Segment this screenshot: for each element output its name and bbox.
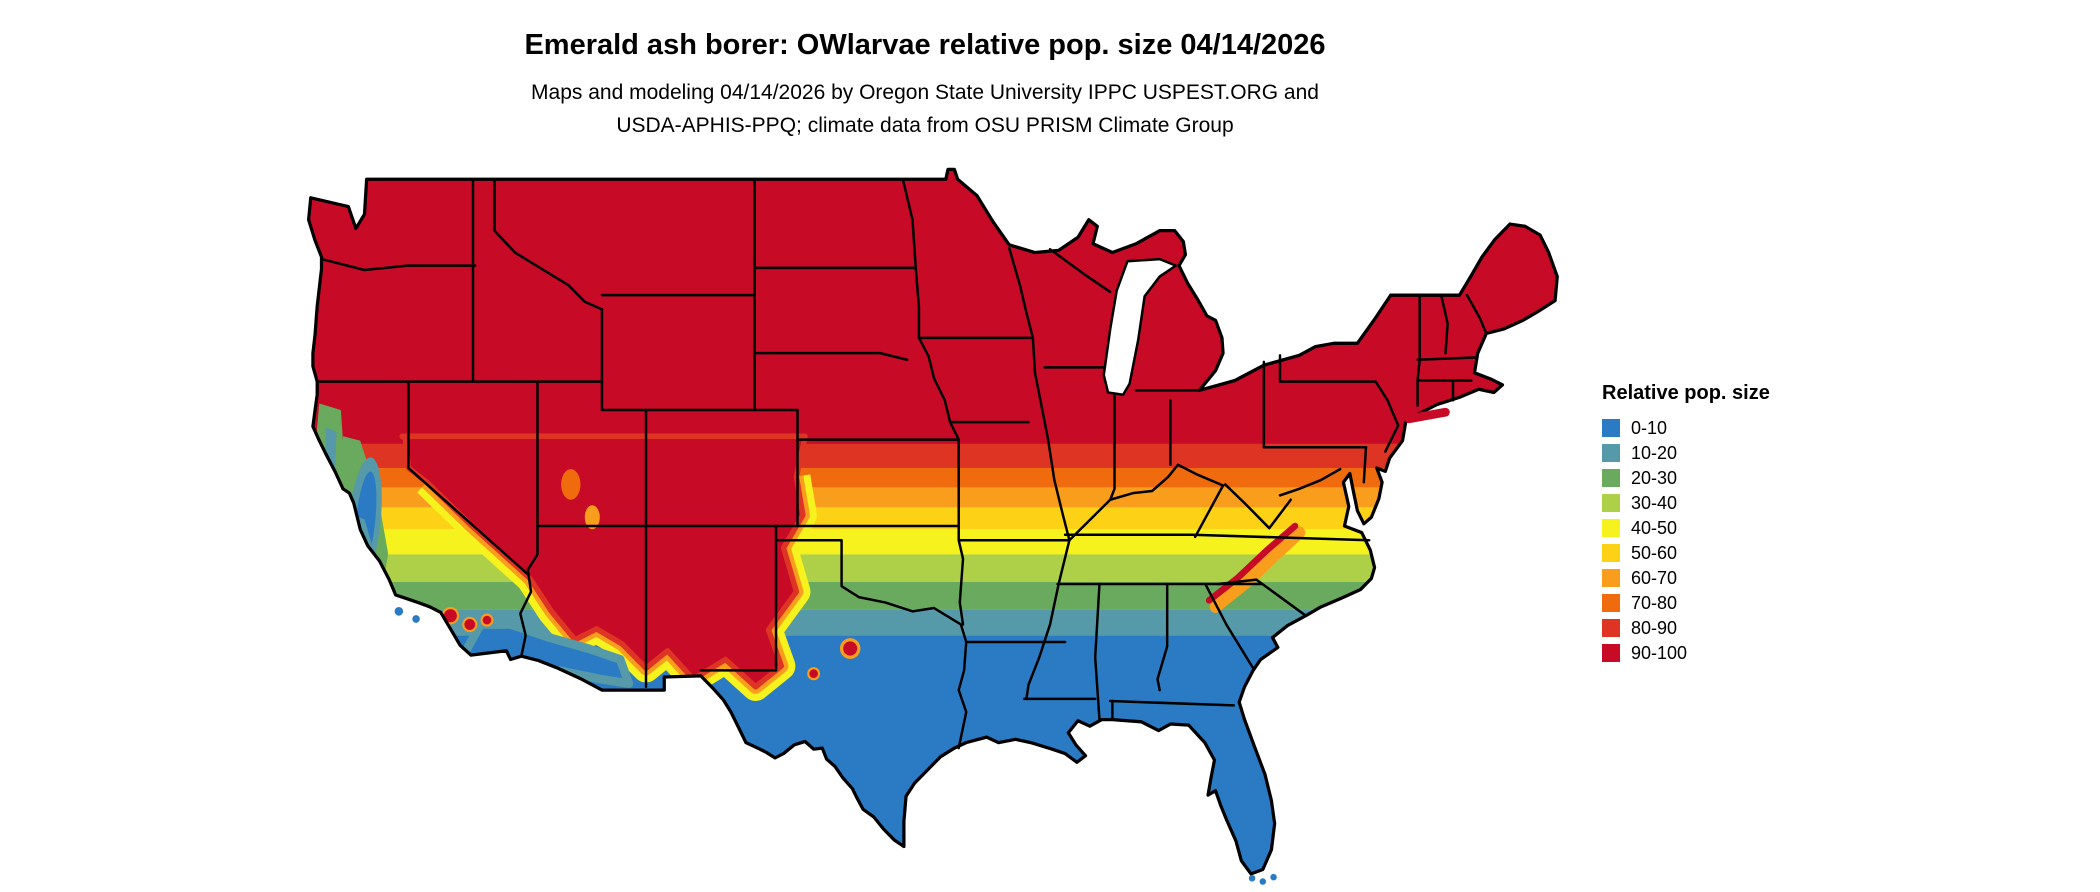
lake-michigan <box>1102 257 1178 396</box>
legend-item: 20-30 <box>1602 465 1770 490</box>
legend-swatch <box>1602 618 1620 637</box>
legend: Relative pop. size 0-10 10-20 20-30 30-4… <box>1602 382 1770 665</box>
page-title: Emerald ash borer: OWlarvae relative pop… <box>524 29 1326 61</box>
legend-label: 10-20 <box>1631 442 1678 463</box>
band-20-30 <box>308 581 1558 610</box>
legend-label: 40-50 <box>1631 517 1678 538</box>
us-outline <box>306 167 1559 876</box>
legend-label: 0-10 <box>1631 417 1668 438</box>
basin-patch-2 <box>584 505 600 530</box>
legend-item: 0-10 <box>1602 415 1770 440</box>
chart-header: Emerald ash borer: OWlarvae relative pop… <box>0 26 1850 142</box>
socal-mtn-3 <box>480 613 494 627</box>
florida-key-3 <box>1270 873 1277 881</box>
legend-swatch <box>1602 518 1620 537</box>
legend-item: 50-60 <box>1602 540 1770 565</box>
legend-item: 70-80 <box>1602 590 1770 615</box>
us-map <box>300 165 1568 887</box>
wtx-mtn-1 <box>839 638 861 659</box>
legend-label: 70-80 <box>1631 592 1678 613</box>
legend-label: 20-30 <box>1631 467 1678 488</box>
florida-key-1 <box>1248 874 1256 882</box>
legend-item: 80-90 <box>1602 615 1770 640</box>
florida-key-2 <box>1259 878 1267 885</box>
legend-title: Relative pop. size <box>1602 382 1770 404</box>
legend-swatch <box>1602 468 1620 487</box>
basin-patch-1 <box>561 469 581 500</box>
legend-label: 80-90 <box>1631 617 1678 638</box>
legend-swatch <box>1602 493 1620 512</box>
ca-coast-blue <box>395 626 433 655</box>
us-map-svg <box>306 167 1559 885</box>
legend-swatch <box>1602 418 1620 437</box>
legend-item: 90-100 <box>1602 640 1770 665</box>
legend-label: 30-40 <box>1631 492 1678 513</box>
state-borders <box>315 177 1488 750</box>
legend-swatch <box>1602 643 1620 662</box>
band-90-100 <box>308 169 1558 444</box>
legend-swatch <box>1602 543 1620 562</box>
socal-mtn-2 <box>462 616 478 633</box>
channel-island-2 <box>412 615 420 623</box>
subtitle: Maps and modeling 04/14/2026 by Oregon S… <box>0 76 1850 142</box>
subtitle-line-2: USDA-APHIS-PPQ; climate data from OSU PR… <box>616 114 1234 137</box>
legend-label: 50-60 <box>1631 542 1678 563</box>
legend-item: 40-50 <box>1602 515 1770 540</box>
legend-item: 10-20 <box>1602 440 1770 465</box>
wtx-mtn-2 <box>807 667 821 681</box>
legend-swatch <box>1602 593 1620 612</box>
long-island <box>1404 407 1450 424</box>
subtitle-line-1: Maps and modeling 04/14/2026 by Oregon S… <box>531 81 1319 104</box>
channel-island-1 <box>394 606 404 616</box>
legend-item: 30-40 <box>1602 490 1770 515</box>
legend-label: 90-100 <box>1631 642 1688 663</box>
legend-item: 60-70 <box>1602 565 1770 590</box>
appalachian-streak-orange <box>1209 526 1306 613</box>
legend-label: 60-70 <box>1631 567 1678 588</box>
legend-swatch <box>1602 568 1620 587</box>
legend-swatch <box>1602 443 1620 462</box>
